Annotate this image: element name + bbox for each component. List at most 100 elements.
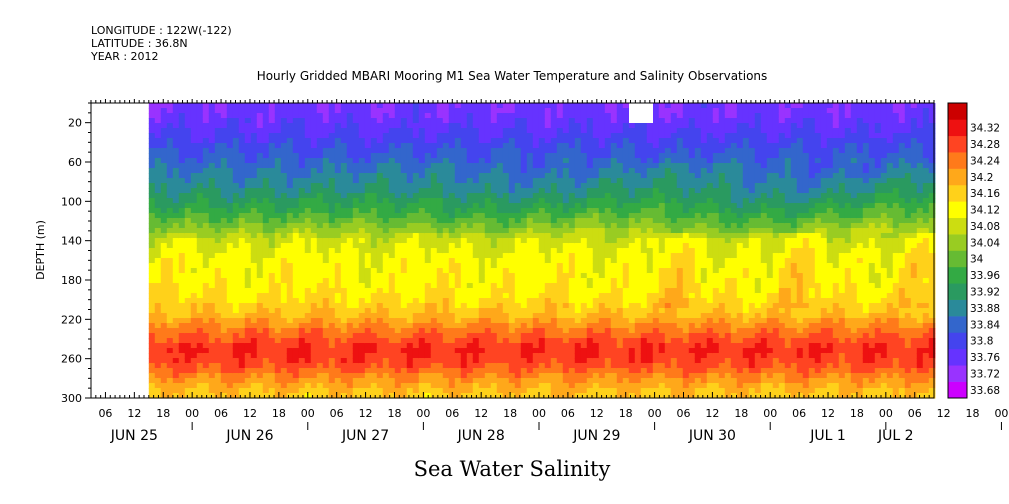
heatmap-cell [220, 298, 228, 304]
heatmap-cell [316, 148, 324, 154]
heatmap-cell [184, 243, 192, 249]
heatmap-cell [556, 143, 564, 149]
heatmap-cell [406, 368, 414, 374]
heatmap-cell [472, 248, 480, 254]
heatmap-cell [322, 358, 330, 364]
heatmap-cell [340, 163, 348, 169]
heatmap-cell [640, 153, 648, 159]
heatmap-cell [172, 103, 180, 109]
heatmap-cell [574, 153, 582, 159]
heatmap-cell [214, 193, 222, 199]
heatmap-cell [208, 363, 216, 369]
heatmap-cell [292, 313, 300, 319]
heatmap-cell [250, 283, 258, 289]
heatmap-cell [478, 378, 486, 384]
heatmap-cell [178, 368, 186, 374]
heatmap-cell [562, 158, 570, 164]
heatmap-cell [202, 218, 210, 224]
heatmap-cell [466, 228, 474, 234]
heatmap-cell [370, 273, 378, 279]
heatmap-cell [580, 388, 588, 394]
heatmap-cell [610, 373, 618, 379]
heatmap-cell [268, 128, 276, 134]
heatmap-cell [490, 358, 498, 364]
heatmap-cell [532, 148, 540, 154]
heatmap-cell [262, 328, 270, 334]
heatmap-cell [160, 118, 168, 124]
heatmap-cell [232, 273, 240, 279]
heatmap-cell [154, 363, 162, 369]
heatmap-cell [622, 268, 630, 274]
heatmap-cell [184, 118, 192, 124]
heatmap-cell [370, 193, 378, 199]
heatmap-cell [622, 313, 630, 319]
heatmap-cell [394, 158, 402, 164]
heatmap-cell [628, 258, 636, 264]
heatmap-cell [412, 173, 420, 179]
heatmap-cell [532, 163, 540, 169]
heatmap-cell [286, 233, 294, 239]
heatmap-cell [250, 203, 258, 209]
heatmap-cell [334, 178, 342, 184]
heatmap-cell [208, 338, 216, 344]
heatmap-cell [448, 253, 456, 259]
heatmap-cell [646, 338, 654, 344]
heatmap-cell [592, 263, 600, 269]
heatmap-cell [574, 308, 582, 314]
heatmap-cell [604, 388, 612, 394]
heatmap-cell [604, 323, 612, 329]
heatmap-cell [526, 138, 534, 144]
heatmap-cell [196, 363, 204, 369]
heatmap-cell [448, 193, 456, 199]
heatmap-cell [364, 103, 372, 109]
heatmap-cell [418, 173, 426, 179]
heatmap-cell [382, 278, 390, 284]
heatmap-cell [544, 108, 552, 114]
heatmap-cell [490, 108, 498, 114]
heatmap-cell [292, 338, 300, 344]
heatmap-cell [574, 233, 582, 239]
heatmap-cell [232, 203, 240, 209]
heatmap-cell [178, 203, 186, 209]
heatmap-cell [556, 373, 564, 379]
heatmap-cell [148, 328, 156, 334]
heatmap-cell [496, 383, 504, 389]
heatmap-cell [208, 228, 216, 234]
heatmap-cell [652, 228, 660, 234]
heatmap-cell [430, 103, 438, 109]
heatmap-cell [274, 143, 282, 149]
heatmap-cell [388, 323, 396, 329]
heatmap-cell [220, 173, 228, 179]
heatmap-cell [448, 228, 456, 234]
heatmap-cell [412, 153, 420, 159]
heatmap-cell [604, 318, 612, 324]
heatmap-cell [394, 318, 402, 324]
heatmap-cell [190, 198, 198, 204]
heatmap-cell [310, 368, 318, 374]
heatmap-cell [580, 343, 588, 349]
heatmap-cell [358, 323, 366, 329]
heatmap-cell [520, 233, 528, 239]
heatmap-cell [394, 138, 402, 144]
heatmap-cell [574, 213, 582, 219]
heatmap-cell [622, 203, 630, 209]
heatmap-cell [502, 253, 510, 259]
heatmap-cell [394, 308, 402, 314]
heatmap-cell [358, 138, 366, 144]
heatmap-cell [592, 163, 600, 169]
heatmap-cell [328, 183, 336, 189]
heatmap-cell [340, 153, 348, 159]
heatmap-cell [640, 203, 648, 209]
heatmap-cell [148, 203, 156, 209]
heatmap-cell [262, 133, 270, 139]
heatmap-cell [334, 273, 342, 279]
heatmap-cell [508, 253, 516, 259]
heatmap-cell [592, 318, 600, 324]
heatmap-cell [208, 123, 216, 129]
heatmap-cell [478, 333, 486, 339]
heatmap-cell [490, 378, 498, 384]
heatmap-cell [322, 248, 330, 254]
heatmap-cell [280, 173, 288, 179]
heatmap-cell [268, 373, 276, 379]
heatmap-cell [364, 353, 372, 359]
